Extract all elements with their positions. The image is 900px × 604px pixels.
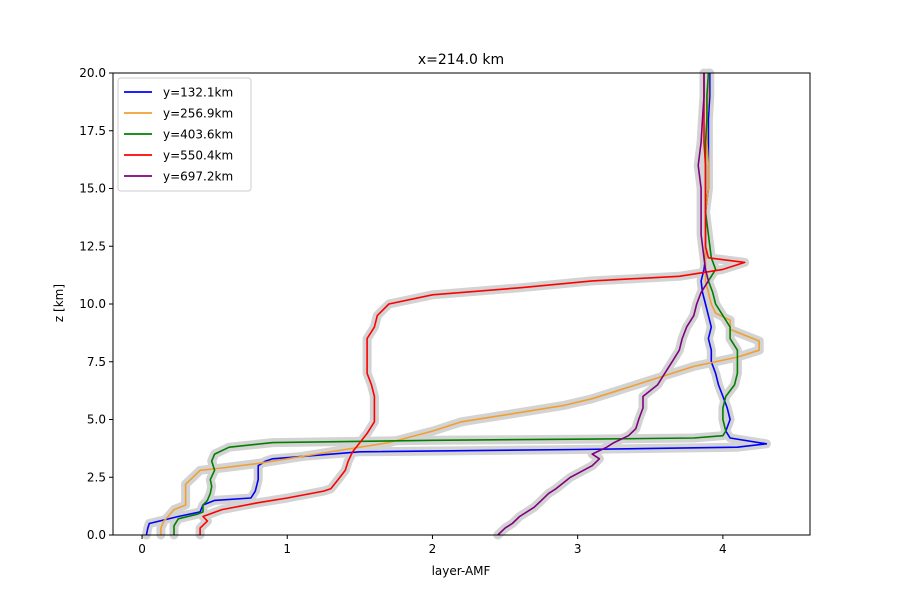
chart-title: x=214.0 km (418, 52, 504, 68)
legend: y=132.1km y=256.9km y=403.6km y=550.4km y=69… (117, 77, 252, 192)
y-tick-label: 12.5 (79, 239, 106, 253)
series-line (199, 73, 746, 535)
y-tick-label: 2.5 (87, 470, 106, 484)
legend-label: y=697.2km (163, 170, 233, 184)
series-lines (145, 72, 768, 536)
x-tick-label: 1 (283, 542, 291, 556)
x-axis-ticks: 0 1 2 3 4 (138, 535, 727, 556)
y-tick-label: 15.0 (79, 182, 106, 196)
y-tick-label: 0.0 (87, 528, 106, 542)
legend-label: y=403.6km (163, 128, 233, 142)
y-axis-label: z [km] (52, 284, 66, 322)
y-tick-label: 17.5 (79, 124, 106, 138)
y-tick-label: 7.5 (87, 355, 106, 369)
series-line (173, 72, 739, 535)
y-tick-label: 10.0 (79, 297, 106, 311)
y-tick-label: 5.0 (87, 413, 106, 427)
y-axis-ticks: 0.0 2.5 5.0 7.5 10.0 12.5 15.0 17.5 20.0 (79, 66, 113, 542)
legend-label: y=550.4km (163, 149, 233, 163)
y-tick-label: 20.0 (79, 66, 106, 80)
series-line (497, 73, 710, 536)
x-tick-label: 2 (429, 542, 437, 556)
legend-box (117, 77, 252, 192)
legend-label: y=132.1km (163, 86, 233, 100)
x-tick-label: 3 (574, 542, 582, 556)
x-axis-label: layer-AMF (432, 564, 491, 578)
x-tick-label: 0 (138, 542, 146, 556)
legend-label: y=256.9km (163, 107, 233, 121)
x-tick-label: 4 (719, 542, 727, 556)
